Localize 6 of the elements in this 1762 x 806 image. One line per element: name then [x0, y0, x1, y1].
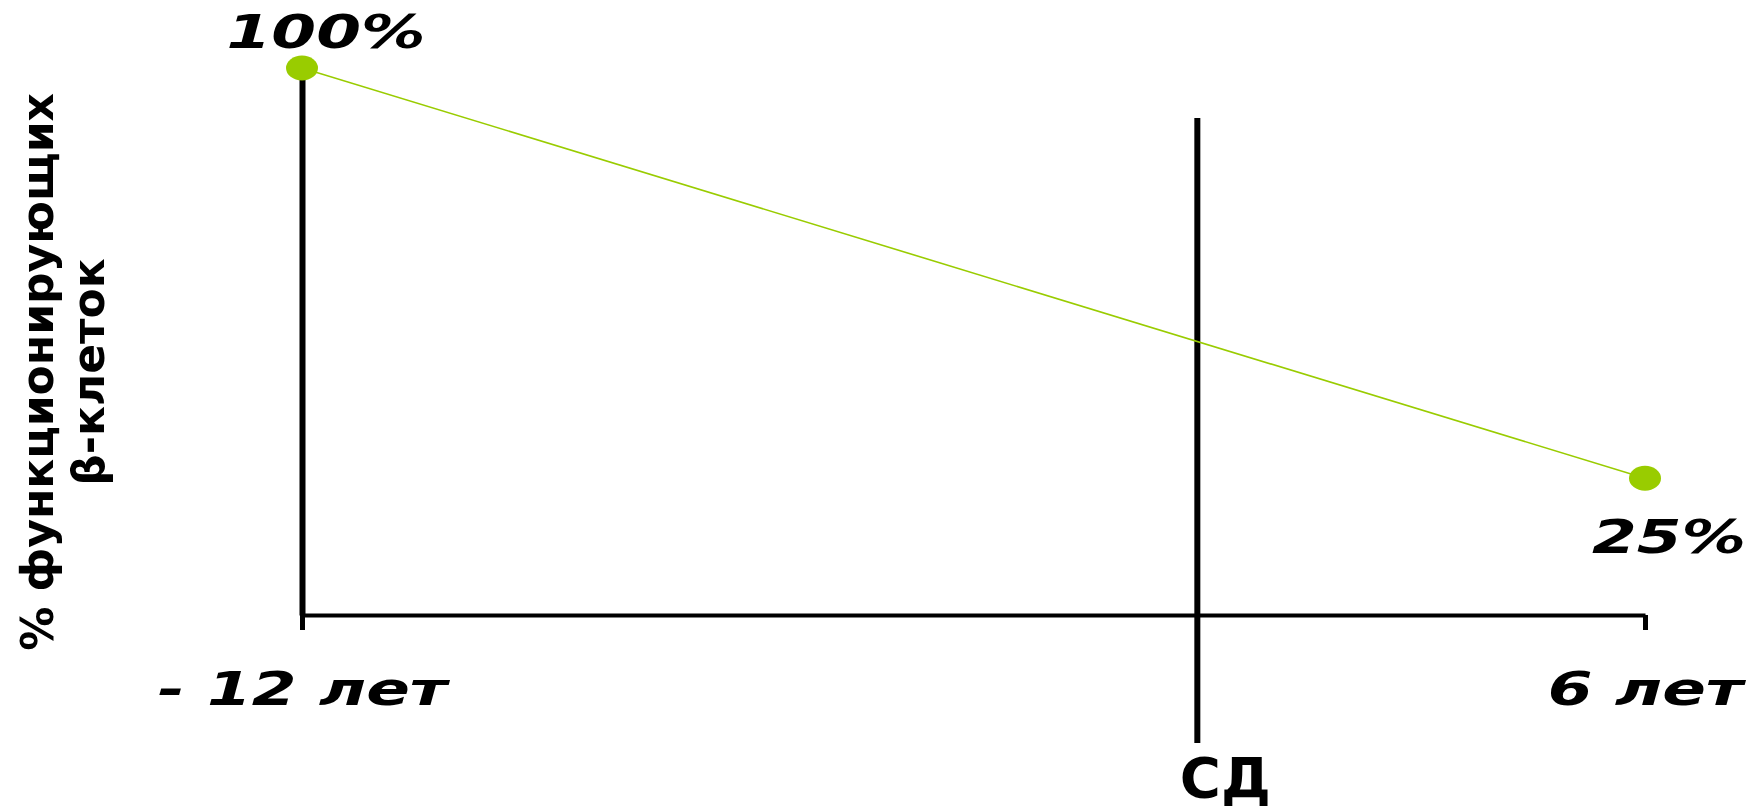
ref-line-label: СД [1179, 745, 1271, 806]
data-label: 25% [1591, 510, 1747, 564]
y-axis-title: % функционирующих β-клеток [12, 93, 114, 651]
x-tick-label: - 12 лет [157, 662, 452, 716]
x-tick-label: 6 лет [1547, 662, 1748, 716]
data-label: 100% [226, 5, 426, 59]
